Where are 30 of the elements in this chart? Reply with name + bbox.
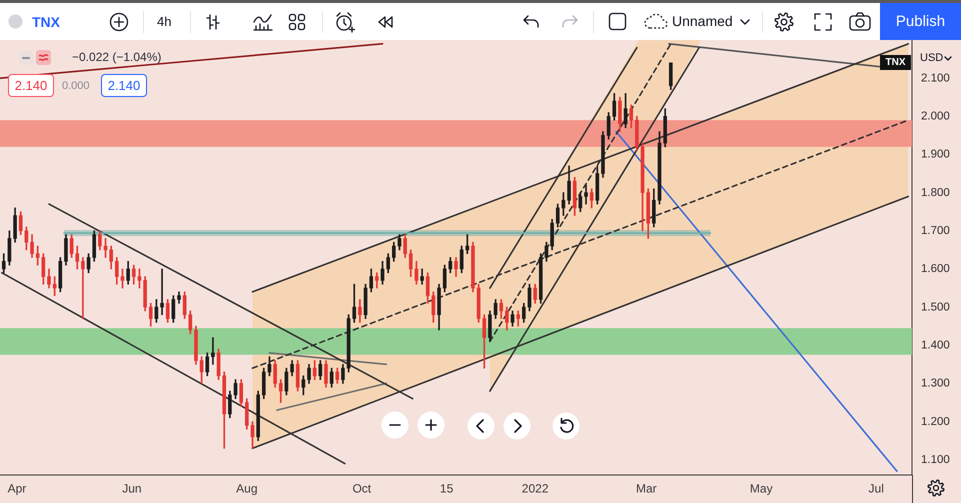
y-tick-label: 1.400 [921, 339, 950, 352]
y-axis-title: USD [920, 51, 944, 65]
y-tick-label: 1.200 [921, 416, 950, 428]
text: Publish [880, 3, 961, 40]
x-tick-label: 15 [440, 482, 454, 496]
y-tick-label: 1.700 [921, 224, 950, 237]
x-tick-label: Apr [8, 482, 26, 496]
x-tick-label: Jun [122, 482, 142, 496]
y-tick-label: 1.600 [921, 263, 950, 276]
x-tick-label: 2022 [522, 482, 549, 496]
y-tick-label: 1.100 [921, 454, 950, 466]
x-tick-label: Aug [236, 482, 258, 496]
y-tick-label: 1.800 [921, 186, 950, 199]
x-tick-label: Jul [868, 482, 884, 496]
y-tick-label: 2.000 [921, 110, 950, 122]
annotation: TNX [880, 55, 911, 70]
annotation: −0.022 (−1.04%) [72, 50, 162, 65]
x-tick-label: May [750, 482, 773, 496]
annotation: 2.140 [101, 74, 147, 97]
text: 4h [157, 14, 172, 30]
text: Unnamed [672, 13, 733, 30]
y-tick-label: 2.100 [921, 72, 950, 84]
annotation: 0.000 [62, 79, 90, 93]
x-tick-label: Oct [352, 482, 372, 496]
y-tick-label: 1.900 [921, 148, 950, 161]
y-tick-label: 1.500 [921, 301, 950, 314]
y-tick-label: 1.300 [921, 378, 950, 390]
annotation: 2.140 [8, 74, 54, 97]
x-tick-label: Mar [636, 482, 657, 496]
chart-title: TNX [32, 13, 60, 31]
